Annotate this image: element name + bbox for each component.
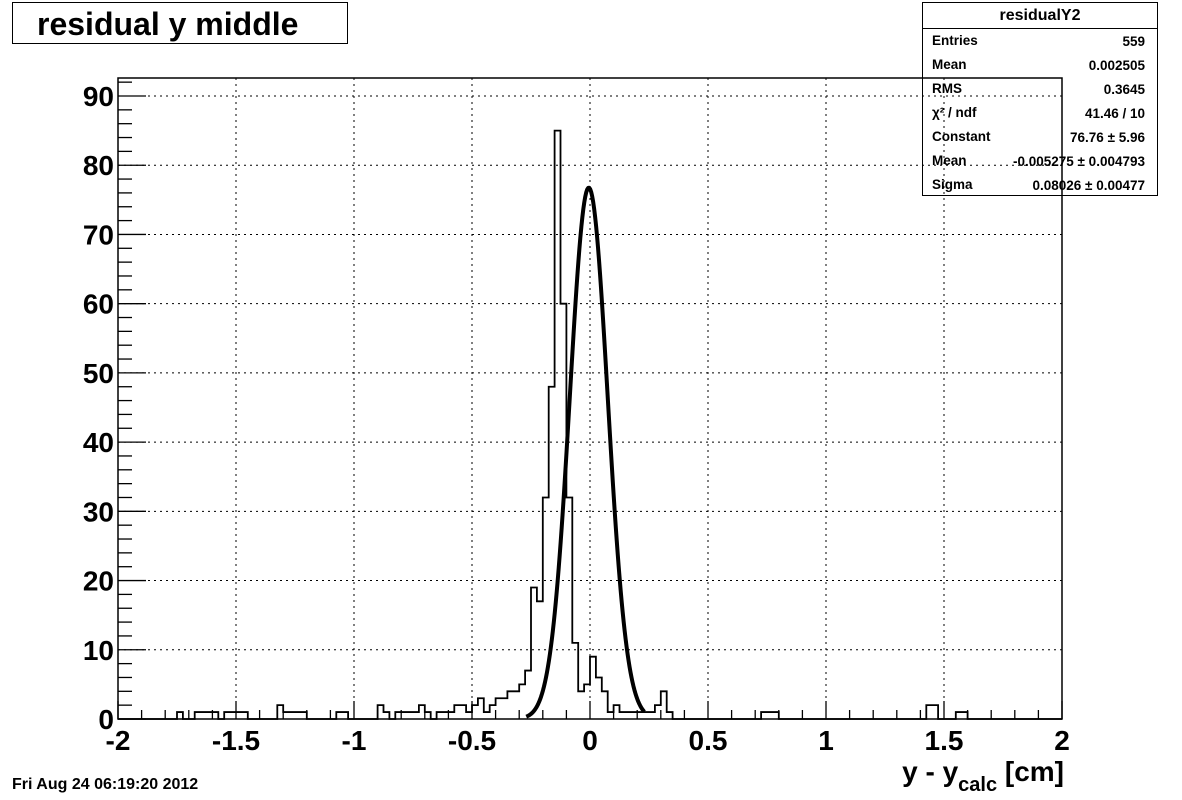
stats-key: χ² / ndf bbox=[932, 105, 977, 120]
stats-box: residualY2 Entries 559 Mean 0.002505 RMS… bbox=[922, 2, 1158, 196]
stats-value: 0.08026 ± 0.00477 bbox=[1032, 178, 1145, 193]
histogram-bin bbox=[649, 712, 655, 719]
stats-row-chi2: χ² / ndf 41.46 / 10 bbox=[923, 101, 1157, 125]
histogram-bin bbox=[767, 712, 773, 719]
histogram-bin bbox=[484, 712, 490, 719]
histogram-bin bbox=[283, 712, 289, 719]
y-tick-label: 60 bbox=[83, 289, 114, 320]
stats-value: 559 bbox=[1122, 34, 1145, 49]
stats-value: 41.46 / 10 bbox=[1084, 106, 1145, 121]
y-tick-label: 0 bbox=[98, 704, 114, 735]
histogram-bin bbox=[578, 691, 584, 719]
y-tick-label: 90 bbox=[83, 81, 114, 112]
histogram-bin bbox=[401, 712, 407, 719]
x-tick-label: 1 bbox=[818, 725, 834, 756]
histogram-bin bbox=[236, 712, 242, 719]
stats-value: 0.002505 bbox=[1088, 58, 1145, 73]
histogram-bin bbox=[207, 712, 213, 719]
x-tick-label: -1 bbox=[342, 725, 367, 756]
histogram-title: residual y middle bbox=[37, 6, 299, 42]
x-tick-label: -1.5 bbox=[212, 725, 260, 756]
histogram-bin bbox=[767, 712, 773, 719]
histogram-bin bbox=[507, 698, 513, 719]
x-axis-title-unit: [cm] bbox=[1004, 756, 1064, 787]
x-axis-title-subscript: calc bbox=[958, 774, 998, 796]
histogram-bin bbox=[413, 712, 419, 719]
x-axis-title: y - ycalc [cm] bbox=[902, 756, 1064, 797]
y-tick-label: 10 bbox=[83, 635, 114, 666]
histogram-bin bbox=[608, 712, 614, 719]
histogram-bin bbox=[513, 691, 519, 719]
x-tick-label: -0.5 bbox=[448, 725, 496, 756]
histogram-bin bbox=[201, 712, 207, 719]
x-tick-label: 0 bbox=[582, 725, 598, 756]
stats-row-fit-mean: Mean -0.005275 ± 0.004793 bbox=[923, 149, 1157, 173]
x-tick-label: -2 bbox=[106, 725, 131, 756]
histogram-title-box: residual y middle bbox=[12, 2, 348, 44]
histogram-bin bbox=[443, 712, 449, 719]
stats-row-mean: Mean 0.002505 bbox=[923, 53, 1157, 77]
histogram-bin bbox=[466, 712, 472, 719]
histogram-bin bbox=[413, 712, 419, 719]
stats-row-constant: Constant 76.76 ± 5.96 bbox=[923, 125, 1157, 149]
histogram-bin bbox=[578, 691, 584, 719]
x-tick-label: 1.5 bbox=[925, 725, 964, 756]
stats-key: Sigma bbox=[932, 177, 973, 192]
y-tick-label: 20 bbox=[83, 566, 114, 597]
gaussian-fit-curve bbox=[525, 185, 646, 719]
stats-key: RMS bbox=[932, 81, 962, 96]
x-axis-title-main: y - y bbox=[902, 756, 959, 787]
histogram-bin bbox=[407, 712, 413, 719]
histogram-bin bbox=[625, 712, 631, 719]
histogram-bin bbox=[620, 712, 626, 719]
stats-key: Mean bbox=[932, 153, 967, 168]
timestamp: Fri Aug 24 06:19:20 2012 bbox=[12, 776, 199, 793]
histogram-bin bbox=[460, 712, 466, 719]
histogram-bin bbox=[502, 698, 508, 719]
y-tick-label: 80 bbox=[83, 150, 114, 181]
histogram-outline bbox=[118, 129, 1062, 720]
histogram-bin bbox=[289, 712, 295, 719]
histogram-bin bbox=[295, 712, 301, 719]
histogram-bin bbox=[643, 712, 649, 719]
stats-value: 76.76 ± 5.96 bbox=[1070, 130, 1145, 145]
stats-box-title: residualY2 bbox=[923, 3, 1157, 29]
stats-key: Entries bbox=[932, 33, 978, 48]
stats-row-rms: RMS 0.3645 bbox=[923, 77, 1157, 101]
stats-key: Mean bbox=[932, 57, 967, 72]
x-tick-label: 2 bbox=[1054, 725, 1070, 756]
stats-key: Constant bbox=[932, 129, 991, 144]
histogram-bin bbox=[230, 712, 236, 719]
histogram-bin bbox=[295, 712, 301, 719]
y-tick-label: 50 bbox=[83, 358, 114, 389]
stats-row-sigma: Sigma 0.08026 ± 0.00477 bbox=[923, 173, 1157, 197]
stats-value: 0.3645 bbox=[1103, 82, 1145, 97]
histogram-bin bbox=[637, 712, 643, 719]
histogram-bin bbox=[625, 712, 631, 719]
histogram-bin bbox=[631, 712, 637, 719]
y-tick-label: 70 bbox=[83, 219, 114, 250]
stats-row-entries: Entries 559 bbox=[923, 29, 1157, 53]
histogram-bin bbox=[448, 712, 454, 719]
y-tick-label: 30 bbox=[83, 496, 114, 527]
stats-value: -0.005275 ± 0.004793 bbox=[1012, 154, 1145, 169]
x-tick-label: 0.5 bbox=[689, 725, 728, 756]
y-tick-label: 40 bbox=[83, 427, 114, 458]
